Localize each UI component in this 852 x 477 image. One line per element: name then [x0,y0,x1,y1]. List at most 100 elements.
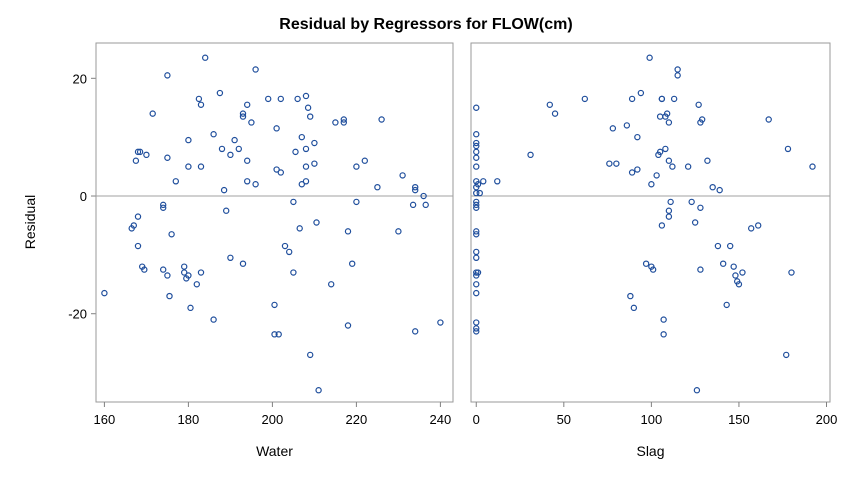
residual-point [473,104,480,111]
residual-point [714,242,722,250]
residual-point [628,95,636,103]
residual-point [353,163,360,170]
chart-title: Residual by Regressors for FLOW(cm) [279,16,572,33]
residual-point [311,139,318,147]
residual-point [665,213,673,220]
plot-frame [470,42,831,403]
residual-point [609,125,617,132]
residual-point [646,54,653,61]
residual-point [302,92,310,100]
residual-point [723,301,730,309]
residual-point [642,260,650,267]
residual-point [143,151,150,159]
residual-point [474,269,482,276]
residual-point [277,169,284,176]
x-tick-label: 220 [346,412,368,427]
residual-point [378,116,385,123]
residual-point [252,181,259,188]
residual-point [662,145,669,153]
x-axis-label: Water [256,443,293,459]
x-tick-label: 0 [473,412,480,427]
residual-point [141,266,148,273]
residual-point [783,351,790,359]
residual-point [361,157,368,164]
residual-point [473,204,480,211]
y-tick-label: 0 [80,189,87,204]
residual-point [473,289,480,297]
residual-point [130,222,137,229]
residual-point [634,133,641,141]
residual-point [265,95,272,103]
residual-point [344,322,352,329]
residual-point [302,163,310,170]
residual-point [239,260,247,267]
residual-point [294,95,301,103]
x-tick-label: 180 [178,412,200,427]
residual-point [755,222,762,229]
residual-point [185,272,192,279]
residual-point [653,172,660,179]
residual-point [311,160,318,167]
residual-point [437,319,444,326]
residual-point [164,272,171,279]
y-tick-label: 20 [73,71,87,86]
residual-point [658,95,666,103]
residual-point [197,269,205,276]
residual-point [239,110,247,117]
residual-point [195,95,203,103]
residual-point [332,119,339,126]
residual-point [648,181,655,188]
residual-point [210,131,217,138]
residual-point [719,260,727,267]
residual-point [218,145,226,153]
residual-point [296,225,303,232]
panel-slag: 0 50 100 150 200 Slag [470,42,837,459]
residual-point [298,133,305,141]
residual-point [473,139,480,147]
residual-point [298,181,305,188]
residual-point [658,222,666,229]
residual-point [473,281,480,288]
residual-point [688,198,695,206]
plot-frame [95,42,454,403]
residual-point [290,269,297,276]
x-tick-label: 240 [430,412,452,427]
residual-point [660,316,667,323]
residual-point [412,183,419,191]
residual-point [695,101,702,108]
residual-point [136,148,144,156]
residual-point [180,263,188,270]
residual-point [344,228,352,235]
residual-point [473,131,480,138]
residual-point [412,328,419,335]
residual-point [231,136,238,144]
residual-point [581,95,589,103]
residual-point [656,148,664,156]
residual-point [473,228,480,235]
residual-point [691,219,699,226]
residual-point [185,136,192,144]
residual-point [709,183,716,191]
residual-point [286,248,293,256]
residual-point [634,166,641,173]
residual-point [649,266,657,273]
residual-point [474,181,482,188]
residual-point [302,178,310,185]
residual-point [637,89,645,97]
residual-point [473,148,480,156]
residual-point [546,101,554,108]
residual-point [201,54,209,61]
residual-point [732,272,739,279]
x-tick-label: 50 [557,412,571,427]
residual-point [164,72,171,79]
residual-point [243,157,251,164]
residual-point [704,157,711,164]
residual-point [693,387,701,394]
residual-point [273,166,280,173]
residual-point [788,269,795,276]
x-tick-label: 200 [262,412,284,427]
residual-point [216,89,224,97]
residual-point [735,281,743,288]
residual-point [663,110,671,117]
residual-point [784,145,792,153]
